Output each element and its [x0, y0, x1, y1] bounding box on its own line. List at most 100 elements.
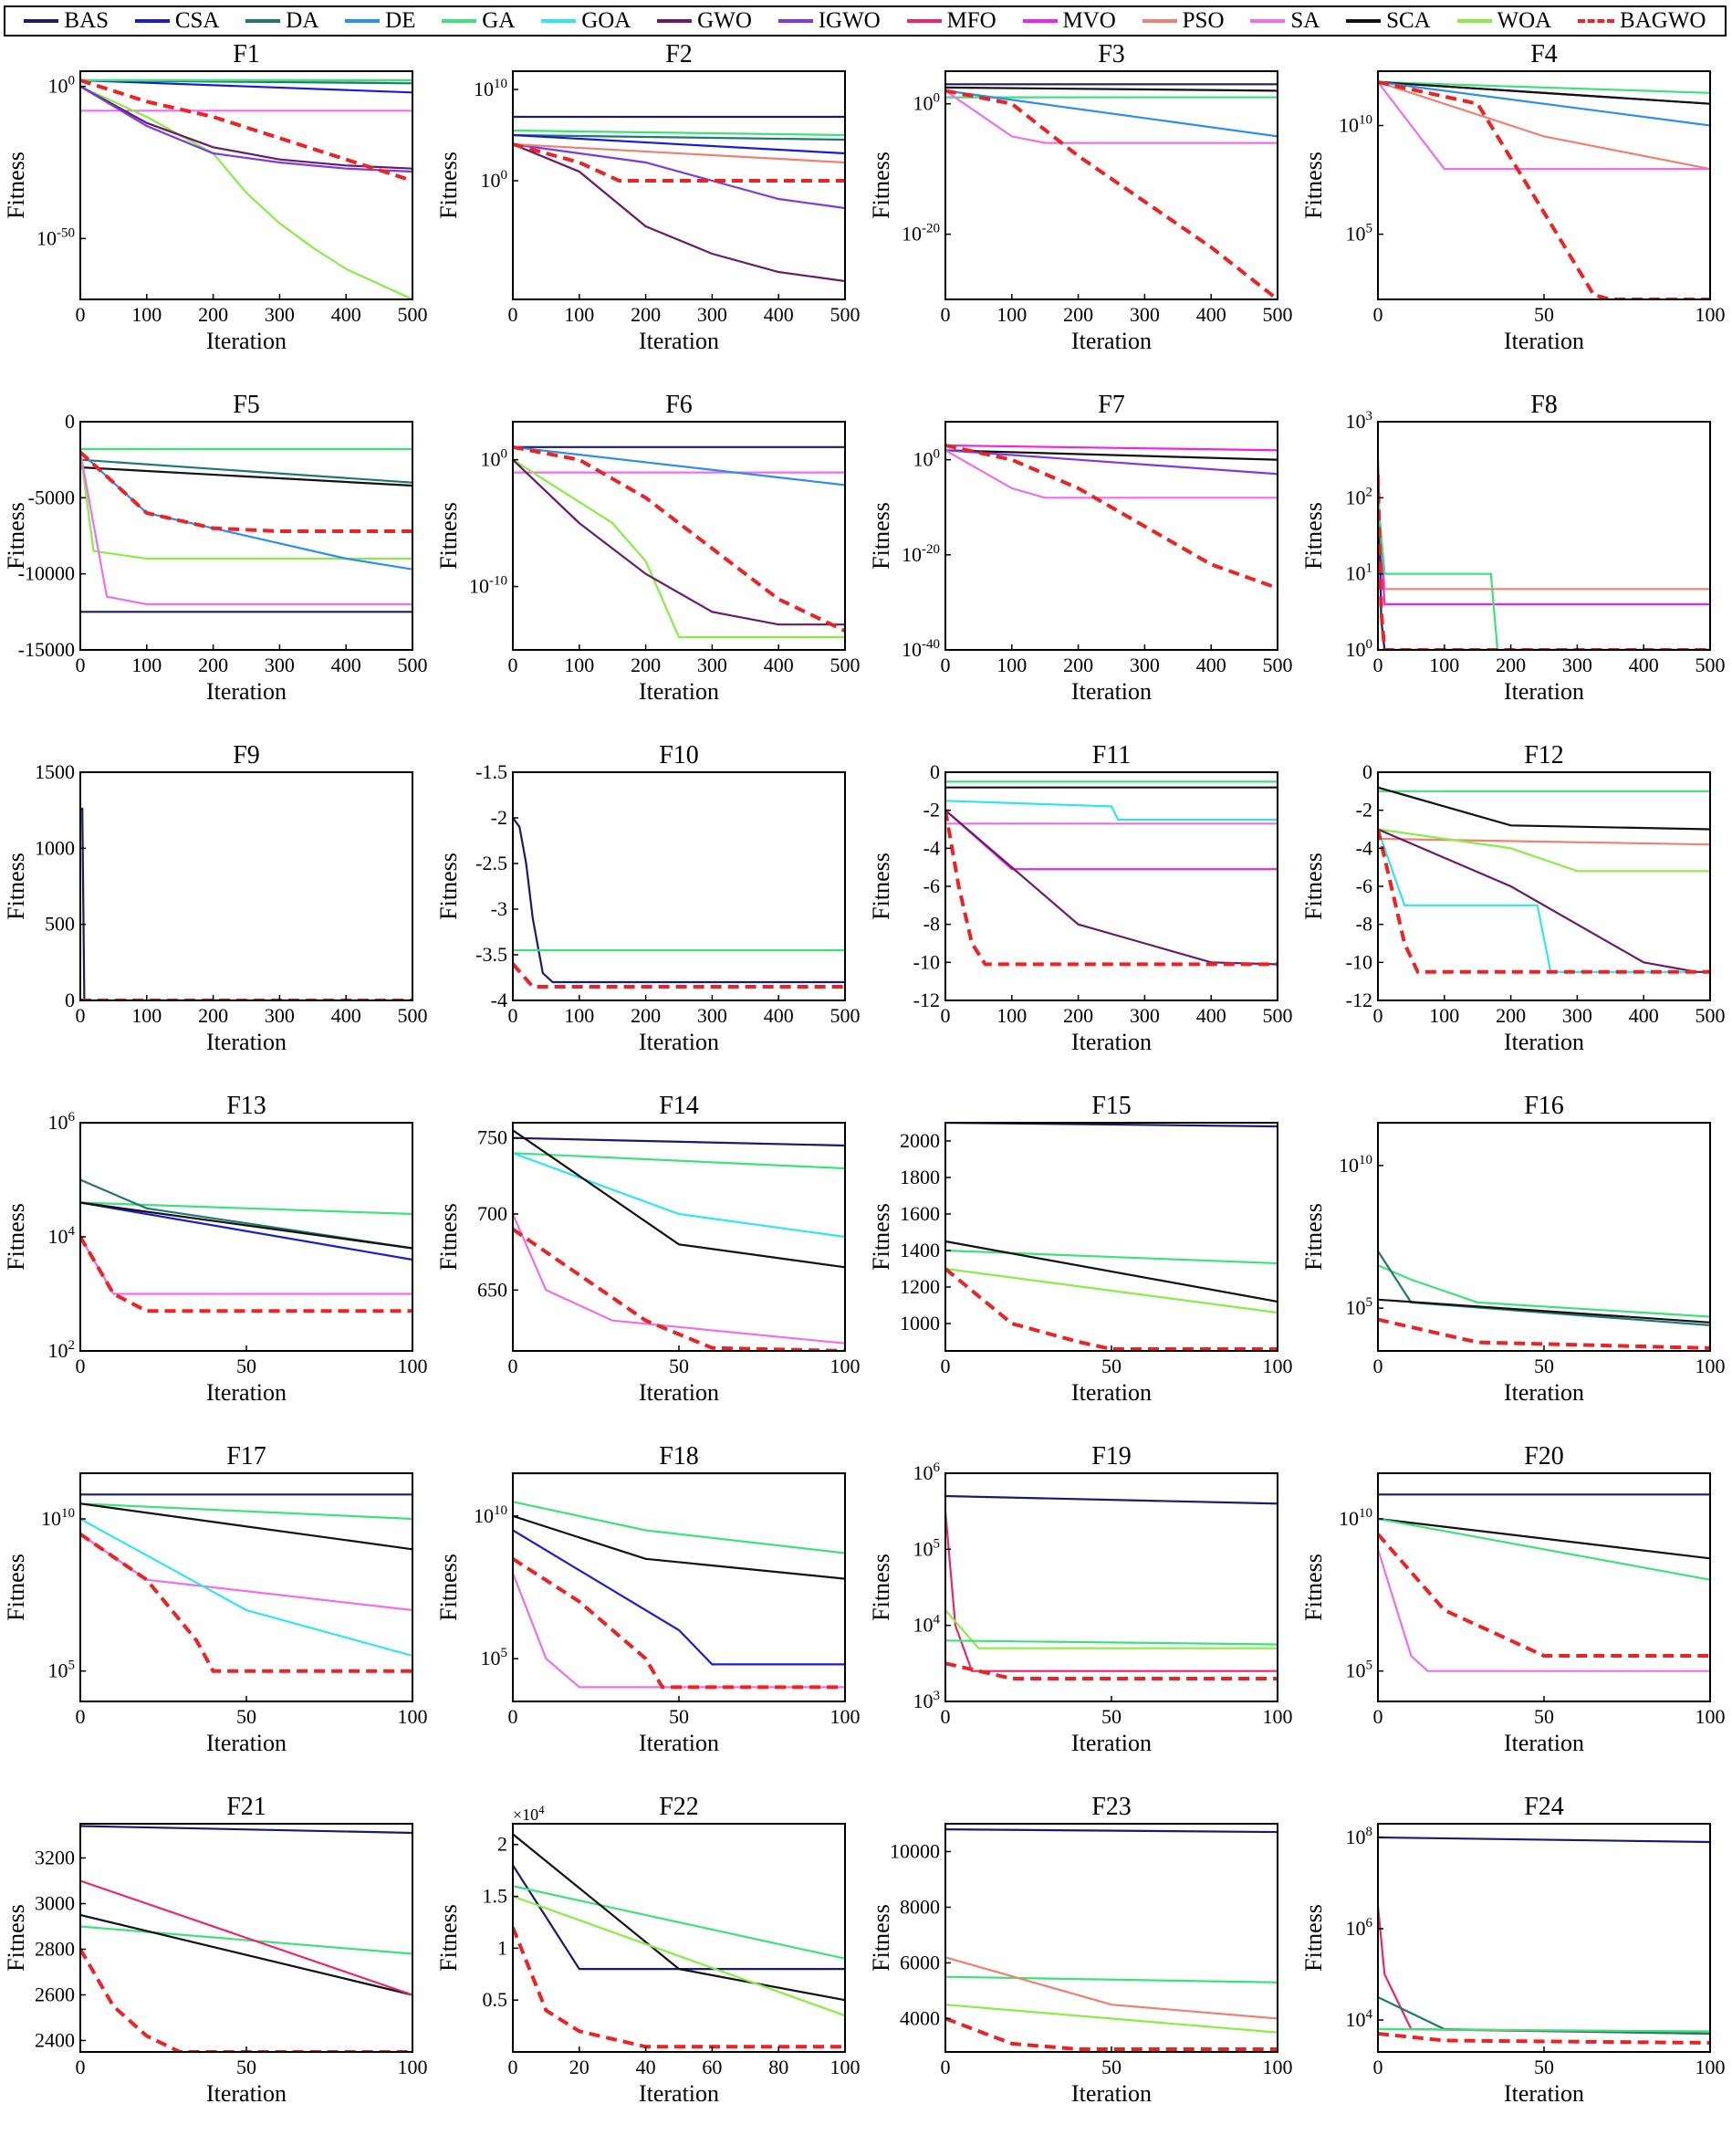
x-tick-label: 200: [198, 1004, 228, 1027]
x-tick-label: 100: [564, 1004, 594, 1027]
x-tick-label: 100: [830, 2056, 861, 2078]
x-tick-label: 0: [76, 303, 86, 326]
x-tick-label: 100: [996, 1004, 1027, 1027]
x-axis-label: Iteration: [1504, 1029, 1584, 1055]
series-group: [1378, 459, 1710, 650]
x-tick-label: 300: [1130, 1004, 1160, 1027]
chart-panel-f16: F16 0 50 100 1010 105 Iteration Fitness: [1298, 1092, 1730, 1442]
x-tick-label: 100: [131, 654, 162, 676]
y-tick-label: 104: [1346, 2007, 1373, 2031]
y-tick-label: 1200: [900, 1275, 940, 1298]
y-axis-label: Fitness: [3, 1904, 29, 1972]
x-tick-label: 0: [508, 1355, 518, 1377]
y-tick-base: 10: [1346, 1296, 1366, 1319]
x-tick-label: 0: [508, 2056, 518, 2078]
series-line-sa: [1378, 1548, 1710, 1672]
legend-item-pso: PSO: [1142, 8, 1225, 34]
y-tick-base: 10: [469, 575, 489, 598]
x-tick-label: 0: [1373, 654, 1383, 676]
y-axis-label: Fitness: [3, 1203, 29, 1271]
series-group: [513, 1473, 845, 1690]
series-group: [80, 447, 412, 613]
x-tick-label: 400: [1196, 303, 1226, 326]
chart-panel-f21: F21 0 50 100 3200 3000 2800 2600 2400 Iteration Fi…: [0, 1793, 433, 2143]
chart-title: F15: [1091, 1092, 1132, 1120]
axes-box: [1377, 70, 1711, 300]
y-axis-label: Fitness: [3, 853, 29, 920]
series-line-bagwo: [513, 142, 845, 183]
series-group: [513, 1129, 845, 1351]
y-tick-label: 2000: [900, 1129, 940, 1152]
x-tick-label: 0: [76, 1355, 86, 1377]
y-tick-exponent: 4: [68, 1224, 76, 1239]
x-axis-label: Iteration: [639, 1029, 719, 1055]
series-line-bas: [513, 1136, 845, 1147]
x-tick-label: 0: [76, 2056, 86, 2078]
y-tick-base: 10: [1346, 1826, 1366, 1848]
chart-panel-f10: F10 0 100 200 300 400 500 -1.5 -2 -2.5 -3 -3.5 -4 Ite…: [433, 741, 865, 1092]
x-tick-label: 100: [1695, 1705, 1726, 1728]
y-tick-label: 105: [48, 1659, 76, 1682]
y-tick-base: 10: [913, 1537, 934, 1560]
x-tick-label: 400: [1196, 654, 1226, 676]
y-tick-label: 10-20: [902, 222, 940, 246]
y-axis-label: Fitness: [868, 1554, 894, 1621]
series-line-bagwo: [80, 78, 412, 183]
axes-box: [512, 421, 846, 651]
series-line-ga: [1378, 497, 1710, 650]
y-tick-label: 105: [1346, 1295, 1373, 1319]
series-line-ga: [945, 1975, 1278, 1983]
chart-svg: F70 100 200 300 400 50010010-2010-40Iteration…: [868, 391, 1293, 705]
x-tick-label: 200: [631, 1004, 661, 1027]
series-line-bagwo: [1378, 1533, 1710, 1658]
x-tick-label: 200: [1063, 654, 1093, 676]
x-tick-label: 0: [941, 654, 951, 676]
y-tick-base: 10: [481, 169, 501, 192]
chart-title: F21: [226, 1793, 266, 1821]
y-tick-label: 105: [481, 1646, 508, 1669]
y-tick-label: 1: [497, 1936, 507, 1959]
x-tick-label: 80: [768, 2056, 788, 2078]
x-axis-label: Iteration: [1071, 2080, 1152, 2107]
chart-svg: F15 0 50 100 2000 1800 1600 1400 1200 1000 Iterati…: [868, 1092, 1293, 1406]
y-tick-label: -4: [491, 989, 507, 1011]
x-tick-label: 500: [398, 303, 428, 326]
x-tick-label: 300: [697, 654, 727, 676]
legend-swatch: [24, 19, 59, 23]
series-line-ga: [1378, 1264, 1710, 1318]
y-tick-exponent: -10: [489, 574, 507, 589]
series-line-bagwo: [80, 1533, 412, 1673]
series-line-bagwo: [945, 1661, 1278, 1680]
chart-panel-f2: F2 0 100 200 300 400 500 1010 100 Iteration Fitnes…: [433, 40, 865, 391]
x-tick-label: 200: [1496, 654, 1526, 676]
x-tick-label: 50: [1534, 2056, 1554, 2078]
y-tick-label: -12: [1346, 989, 1372, 1011]
series-group: [1378, 1836, 1710, 2045]
legend-label: DE: [385, 8, 416, 33]
series-line-woa: [513, 1895, 845, 2017]
series-group: [1378, 79, 1710, 299]
axes-box: [79, 1472, 413, 1702]
x-tick-label: 100: [830, 1705, 861, 1728]
legend-swatch: [777, 19, 813, 23]
y-tick-base: 10: [1346, 1917, 1366, 1940]
y-tick-label: -3.5: [475, 943, 507, 966]
series-line-bagwo: [1378, 1317, 1710, 1350]
x-tick-label: 400: [331, 1004, 361, 1027]
y-tick-exponent: 4: [1366, 2007, 1373, 2022]
x-tick-label: 500: [1263, 303, 1293, 326]
x-tick-label: 100: [996, 303, 1027, 326]
y-tick-base: 10: [913, 1614, 934, 1637]
x-tick-label: 50: [236, 2056, 256, 2078]
x-tick-label: 0: [941, 303, 951, 326]
series-group: [945, 1828, 1278, 2051]
series-line-gwo: [80, 85, 412, 170]
series-line-bagwo: [513, 1557, 845, 1690]
axes-box: [512, 1472, 846, 1702]
y-tick-label: 104: [913, 1613, 941, 1637]
chart-panel-f12: F12 0 100 200 300 400 500 0 -2 -4 -6 -8 -10 -12 Iterat…: [1298, 741, 1730, 1092]
series-line-woa: [945, 2004, 1278, 2034]
series-line-bagwo: [513, 1926, 845, 2049]
